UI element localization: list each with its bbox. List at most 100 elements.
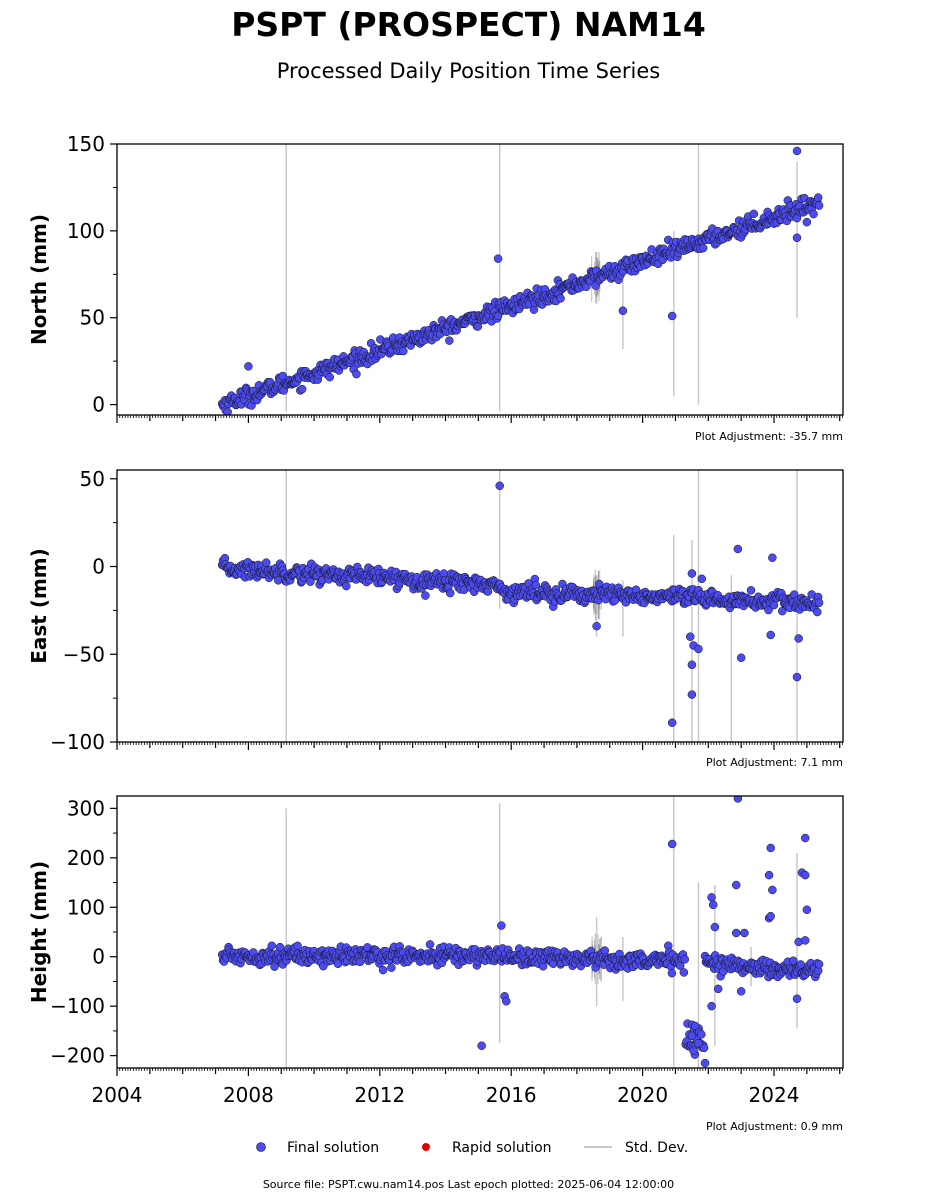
legend-rapid-label: Rapid solution xyxy=(452,1140,552,1156)
final-solution-point xyxy=(746,586,756,595)
final-solution-point xyxy=(802,217,812,227)
y-axis-label: Height (mm) xyxy=(27,861,51,1003)
final-solution-point xyxy=(694,644,703,654)
y-tick-label: −200 xyxy=(50,1044,105,1068)
final-solution-point xyxy=(275,942,285,952)
east-panel: −100 −50 0 50 East (mm) Plot Adjustment: 7.1 … xyxy=(27,467,844,769)
chart-subtitle: Processed Daily Position Time Series xyxy=(277,59,661,83)
y-tick-label: −100 xyxy=(50,994,105,1018)
final-solution-point xyxy=(425,940,435,949)
x-tick-label: 2024 xyxy=(749,1083,800,1107)
final-solution-point xyxy=(502,996,511,1006)
y-tick-label: 100 xyxy=(67,895,105,919)
height-panel: −200 −100 0 100 200 300 2004 2008 2012 2016 2020 20… xyxy=(27,795,844,1133)
final-solution-point xyxy=(679,968,689,977)
final-solution-point xyxy=(687,660,697,670)
final-solution-point xyxy=(768,885,777,895)
final-solution-point xyxy=(710,922,720,932)
final-solution-point xyxy=(792,994,802,1004)
final-solution-point xyxy=(707,893,716,902)
final-solution-point xyxy=(814,598,824,607)
final-solution-point xyxy=(789,956,798,965)
final-solution-point xyxy=(766,843,775,853)
final-solution-point xyxy=(813,193,823,202)
plot-area xyxy=(217,144,824,415)
final-solution-point xyxy=(778,606,787,616)
x-tick-label: 2016 xyxy=(486,1083,537,1107)
final-solution-point xyxy=(667,968,677,978)
x-tick-label: 2004 xyxy=(92,1083,143,1107)
final-solution-point xyxy=(814,201,824,210)
final-solution-point xyxy=(768,553,777,562)
final-solution-point xyxy=(667,311,677,321)
final-solution-point xyxy=(766,630,775,640)
final-solution-point xyxy=(766,911,775,921)
final-solution-point xyxy=(495,481,504,491)
plot-adjustment-label: Plot Adjustment: -35.7 mm xyxy=(695,430,843,443)
final-solution-point xyxy=(387,963,396,972)
final-solution-point xyxy=(800,833,810,843)
final-solution-point xyxy=(733,544,743,554)
final-solution-point xyxy=(697,1030,706,1039)
final-solution-point xyxy=(267,941,277,951)
plot-adjustment-label: Plot Adjustment: 0.9 mm xyxy=(706,1120,843,1133)
final-solution-point xyxy=(244,362,253,371)
final-solution-point xyxy=(800,936,810,945)
final-solution-point xyxy=(814,959,824,969)
final-solution-point xyxy=(355,957,365,967)
final-solution-point xyxy=(708,900,718,910)
final-solution-point xyxy=(713,984,723,994)
y-tick-label: 300 xyxy=(67,796,105,820)
y-tick-label: 0 xyxy=(92,555,105,579)
final-solution-point xyxy=(812,607,822,617)
final-solution-point xyxy=(764,605,773,615)
y-tick-label: 150 xyxy=(67,132,105,156)
chart-title: PSPT (PROSPECT) NAM14 xyxy=(231,5,706,44)
plot-frame xyxy=(116,469,844,743)
final-solution-point xyxy=(445,588,455,598)
final-solution-point xyxy=(794,634,803,643)
legend-final-label: Final solution xyxy=(287,1140,379,1156)
final-solution-point xyxy=(306,577,315,586)
final-solution-point xyxy=(731,928,741,938)
y-tick-label: 200 xyxy=(67,846,105,870)
y-axis-label: East (mm) xyxy=(27,548,51,664)
final-solution-point xyxy=(687,690,697,699)
final-solution-point xyxy=(325,372,334,382)
final-solution-point xyxy=(262,558,271,567)
y-tick-label: 100 xyxy=(67,219,105,243)
plot-frame xyxy=(116,143,844,416)
final-solution-point xyxy=(707,1001,716,1011)
final-solution-point xyxy=(493,254,503,263)
final-solution-point xyxy=(802,905,812,914)
final-solution-point xyxy=(796,960,805,969)
final-solution-point xyxy=(618,306,628,316)
final-solution-point xyxy=(689,1046,698,1055)
north-panel: 0 50 100 150 North (mm) Plot Adjustment: -35.… xyxy=(27,132,844,443)
final-solution-point xyxy=(736,987,746,996)
final-solution-point xyxy=(473,322,483,331)
final-solution-point xyxy=(592,621,601,631)
final-solution-point xyxy=(700,1058,710,1068)
final-solution-point xyxy=(697,574,706,584)
final-solution-point xyxy=(687,569,697,578)
final-solution-point xyxy=(792,672,802,682)
x-tick-label: 2012 xyxy=(354,1083,405,1107)
x-tick-label: 2008 xyxy=(223,1083,274,1107)
final-solution-point xyxy=(293,941,302,951)
final-solution-point xyxy=(731,880,741,890)
y-axis-label: North (mm) xyxy=(27,214,51,345)
final-solution-point xyxy=(531,580,541,590)
y-tick-label: −100 xyxy=(50,730,105,754)
final-solution-point xyxy=(736,653,746,663)
legend-rapid-marker xyxy=(422,1143,430,1151)
y-tick-label: 50 xyxy=(80,306,105,330)
final-solution-point xyxy=(792,233,802,243)
x-tick-label: 2020 xyxy=(617,1083,668,1107)
final-solution-point xyxy=(378,965,388,975)
final-solution-point xyxy=(699,1043,709,1053)
final-solution-point xyxy=(809,209,818,219)
legend: Final solution Rapid solution Std. Dev. xyxy=(256,1140,688,1156)
final-solution-point xyxy=(352,369,361,379)
